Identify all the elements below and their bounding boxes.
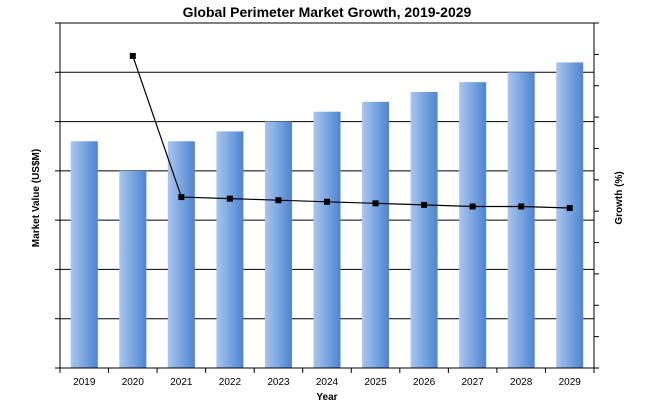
x-tick-label: 2027 — [462, 377, 485, 388]
growth-marker — [566, 205, 573, 212]
x-tick-label: 2024 — [316, 377, 339, 388]
y-axis-title: Market Value (US$M) — [31, 149, 42, 247]
bar — [70, 141, 98, 368]
x-tick-labels: 2019 2020 2021 2022 2023 2024 2025 2026 2027 2028… — [73, 377, 581, 388]
bar — [216, 131, 244, 368]
growth-line — [132, 55, 570, 209]
growth-marker — [226, 195, 233, 202]
chart-title: Global Perimeter Market Growth, 2019-202… — [183, 4, 472, 20]
bar — [313, 111, 341, 368]
bar — [556, 62, 584, 369]
growth-marker — [469, 203, 476, 210]
x-axis-title: Year — [316, 392, 337, 403]
bar — [167, 141, 195, 368]
growth-marker — [275, 197, 282, 204]
y2-axis-title: Growth (%) — [614, 171, 625, 224]
x-tick-label: 2020 — [122, 377, 145, 388]
x-tick-label: 2022 — [219, 377, 242, 388]
growth-marker — [421, 201, 428, 208]
growth-marker — [518, 203, 525, 210]
x-tick-label: 2028 — [510, 377, 533, 388]
bar — [507, 72, 535, 369]
bar — [119, 170, 147, 368]
bar — [362, 101, 390, 368]
x-tick-label: 2026 — [413, 377, 436, 388]
bar — [264, 121, 292, 368]
x-tick-label: 2025 — [364, 377, 387, 388]
bar-series — [70, 62, 584, 369]
x-tick-label: 2021 — [170, 377, 193, 388]
growth-marker — [324, 198, 330, 205]
bar — [459, 82, 487, 369]
growth-marker — [178, 194, 185, 201]
growth-line-series — [129, 52, 573, 212]
x-tick-label: 2023 — [267, 377, 290, 388]
x-tick-label: 2029 — [559, 377, 582, 388]
bar — [410, 92, 438, 368]
growth-marker — [129, 52, 136, 59]
x-tick-label: 2019 — [73, 377, 96, 388]
growth-marker — [372, 200, 379, 207]
axes — [55, 22, 599, 373]
